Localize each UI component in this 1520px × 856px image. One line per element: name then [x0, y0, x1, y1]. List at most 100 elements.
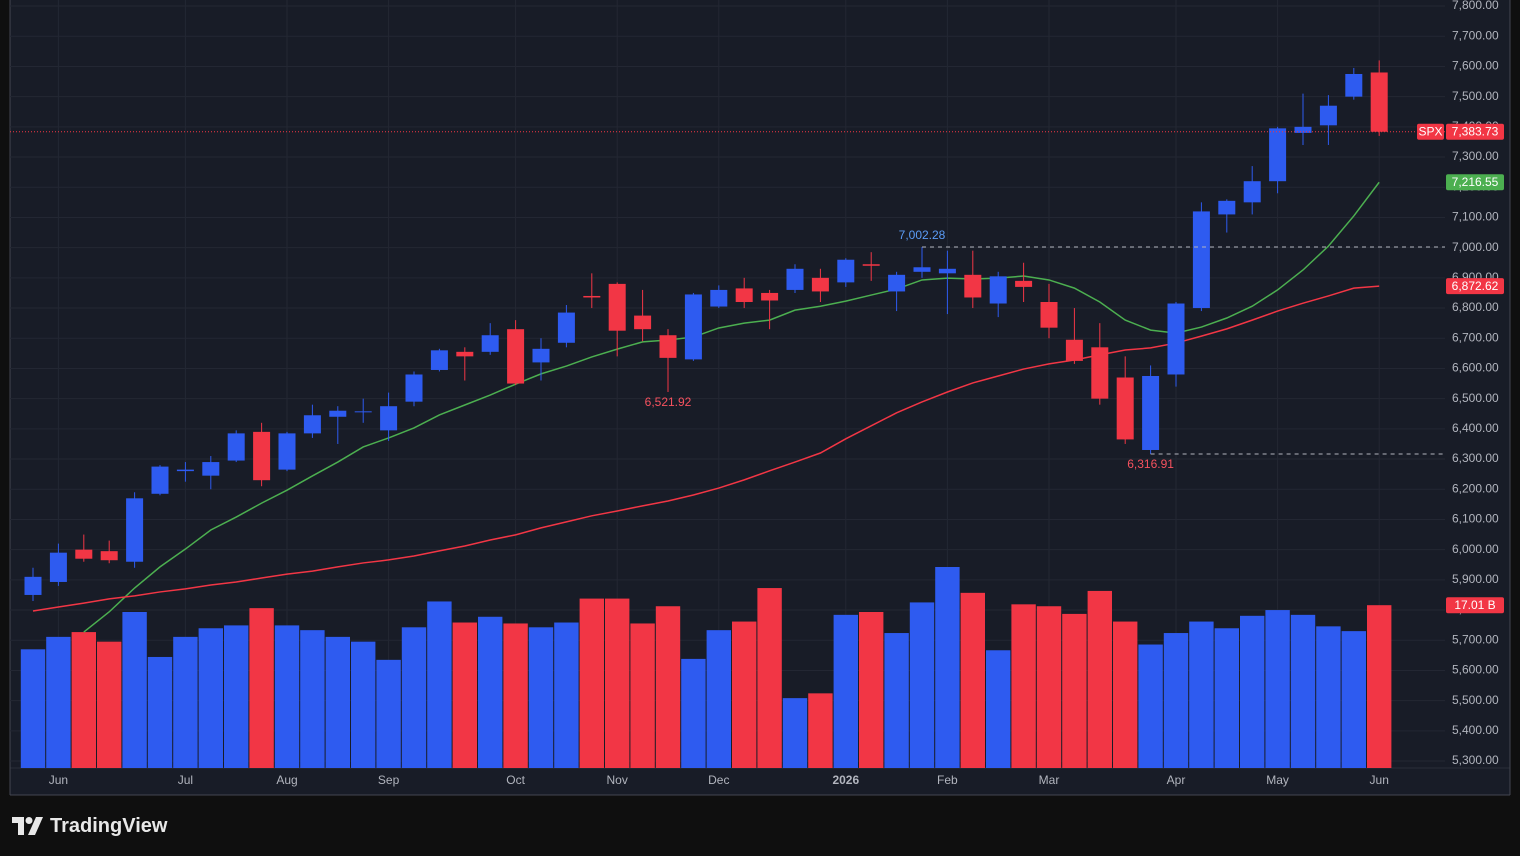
y-tick-label: 6,500.00 [1452, 391, 1499, 405]
candle-body [837, 259, 855, 283]
candle-body [786, 268, 804, 290]
line-value-label: 6,872.62 [1452, 279, 1499, 293]
x-tick-label: Oct [506, 773, 525, 787]
volume-bar [833, 614, 858, 768]
y-tick-label: 6,700.00 [1452, 330, 1499, 344]
volume-bar [935, 567, 960, 768]
candle-body [1040, 302, 1058, 328]
x-tick-label: Dec [708, 773, 729, 787]
x-tick-label: Apr [1167, 773, 1186, 787]
candle-body [710, 289, 728, 307]
y-tick-label: 7,100.00 [1452, 210, 1499, 224]
moving-average-line [32, 285, 1380, 612]
candle-body [989, 276, 1007, 304]
line-value-label-bg [1446, 278, 1504, 295]
candle-body [557, 312, 575, 343]
volume-label-bg [1446, 597, 1504, 614]
volume-bar [859, 611, 884, 768]
candle-body [1294, 126, 1312, 133]
annotation-label: 7,002.28 [899, 228, 946, 242]
candle-body [634, 315, 652, 330]
volume-bar [1341, 631, 1366, 768]
volume-bar [1316, 626, 1341, 768]
y-tick-label: 7,300.00 [1452, 149, 1499, 163]
candle-body [380, 406, 398, 431]
last-price-label-bg [1446, 123, 1504, 140]
volume-bar [173, 636, 198, 768]
candle-body [913, 267, 931, 272]
volume-bar [1113, 621, 1138, 768]
volume-bar [681, 658, 706, 768]
x-tick-label: Nov [607, 773, 628, 787]
plot-area: 7,002.28 6,521.92 6,316.91 [10, 0, 1445, 768]
candle-body [1319, 105, 1337, 126]
volume-bar [1240, 615, 1265, 768]
volume-bar [732, 621, 757, 768]
y-tick-label: 6,800.00 [1452, 300, 1499, 314]
candle-body [405, 374, 423, 402]
line-value-label-bg [1446, 174, 1504, 191]
volume-bar [1163, 633, 1189, 768]
volume-bar [757, 588, 782, 768]
volume-bar [808, 693, 833, 768]
volume-bar [1062, 613, 1087, 768]
volume-bar [249, 608, 274, 768]
last-price-label: 7,383.73 [1452, 124, 1499, 138]
volume-bar [528, 627, 554, 768]
candle-body [608, 283, 626, 331]
candle-body [303, 415, 321, 434]
candle-body [583, 295, 601, 298]
candle-body [253, 431, 271, 481]
x-tick-label: Mar [1039, 773, 1060, 787]
y-tick-label: 5,300.00 [1452, 753, 1499, 767]
candle-body [888, 274, 906, 292]
y-tick-label: 6,000.00 [1452, 542, 1499, 556]
candle-body [811, 277, 829, 292]
volume-bar [300, 630, 325, 768]
candle-body [1065, 339, 1083, 361]
y-tick-label: 6,200.00 [1452, 481, 1499, 495]
brand-name: TradingView [50, 814, 168, 837]
volume-bar [351, 641, 376, 768]
line-value-label: 7,216.55 [1452, 175, 1499, 189]
candle-body [49, 552, 67, 582]
symbol-tag-bg [1417, 123, 1444, 140]
candle-body [176, 469, 194, 472]
volume-bar [1011, 604, 1036, 768]
candle-body [1370, 72, 1388, 132]
volume-bar [478, 616, 503, 768]
volume-bar [1189, 621, 1214, 768]
volume-bar [1138, 644, 1163, 768]
volume-bar [147, 656, 173, 768]
candle-body [278, 433, 296, 470]
volume-bar [325, 636, 350, 768]
y-tick-label: 5,600.00 [1452, 663, 1499, 677]
volume-bar [46, 636, 71, 768]
candle-body [964, 274, 982, 298]
symbol-tag: SPX [1418, 124, 1442, 138]
y-tick-label: 7,500.00 [1452, 89, 1499, 103]
candle-body [1091, 347, 1109, 399]
y-tick-label: 6,400.00 [1452, 421, 1499, 435]
volume-bar [1214, 628, 1239, 768]
chart: 7,002.28 6,521.92 6,316.91 5,300.00 5,400.0… [9, 0, 1511, 796]
volume-bar [503, 623, 528, 768]
candle-body [1345, 73, 1363, 97]
candle-body [507, 329, 525, 384]
volume-bar [1367, 605, 1392, 768]
brand: TradingView [12, 812, 167, 840]
candle-body [75, 549, 93, 559]
x-tick-label: Sep [378, 773, 400, 787]
candle-body [1142, 375, 1160, 450]
volume-bar [554, 622, 579, 768]
volume-bar [376, 659, 401, 768]
y-tick-label: 7,600.00 [1452, 59, 1499, 73]
candle-body [481, 335, 499, 352]
x-tick-label: Jun [1370, 773, 1389, 787]
volume-bar [1036, 606, 1062, 768]
brand-logo [12, 817, 43, 835]
candle-body [126, 498, 144, 562]
candle-body [862, 264, 880, 266]
volume-bar [986, 650, 1011, 768]
